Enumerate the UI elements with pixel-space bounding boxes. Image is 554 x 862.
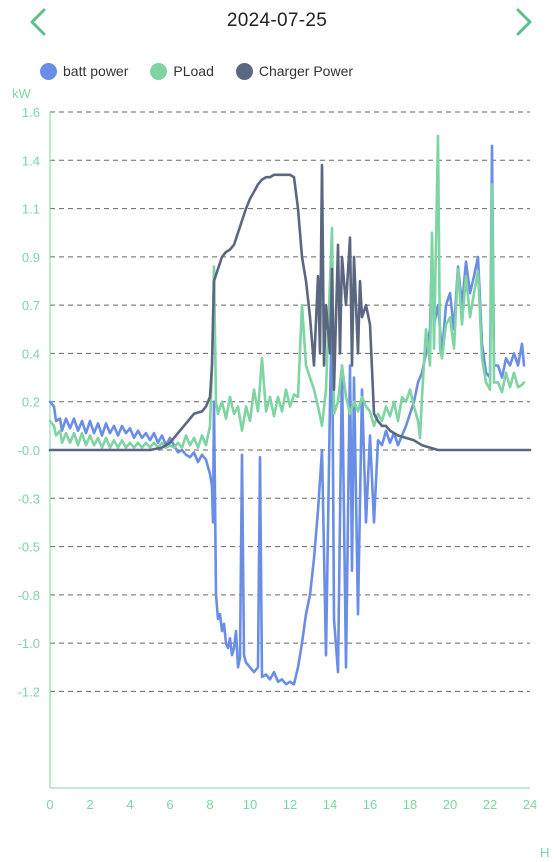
- x-tick-label: 22: [483, 797, 497, 812]
- chevron-left-icon: [30, 8, 46, 36]
- legend-item-charger-power[interactable]: Charger Power: [235, 62, 354, 80]
- legend-label: batt power: [63, 63, 129, 79]
- y-tick-label: -0.0: [18, 443, 40, 458]
- x-tick-label: 14: [323, 797, 337, 812]
- legend-swatch: [235, 62, 253, 80]
- x-tick-label: 18: [403, 797, 417, 812]
- legend-item-pload[interactable]: PLoad: [150, 62, 214, 80]
- x-tick-label: 12: [283, 797, 297, 812]
- legend-swatch: [40, 62, 57, 80]
- prev-day-button[interactable]: [20, 6, 56, 38]
- legend-label: PLoad: [173, 63, 214, 79]
- date-header: 2024-07-25: [0, 0, 554, 46]
- x-tick-label: 0: [46, 797, 53, 812]
- y-tick-label: 1.6: [22, 105, 40, 120]
- x-tick-label: 8: [206, 797, 213, 812]
- series-line-charger-power: [48, 163, 532, 452]
- x-tick-label: 6: [166, 797, 173, 812]
- next-day-button[interactable]: [506, 6, 542, 38]
- series-lines: [48, 134, 532, 686]
- y-tick-label: -1.2: [18, 684, 40, 699]
- x-tick-label: 20: [443, 797, 457, 812]
- x-tick-label: 10: [243, 797, 257, 812]
- y-tick-label: -0.3: [18, 491, 40, 506]
- legend-item-batt-power[interactable]: batt power: [40, 62, 129, 80]
- x-tick-label: 2: [86, 797, 93, 812]
- y-tick-label: -0.5: [18, 540, 40, 555]
- x-tick-label: 16: [363, 797, 377, 812]
- y-tick-label: 1.4: [22, 153, 40, 168]
- chevron-right-icon: [516, 8, 532, 36]
- legend-swatch: [150, 62, 168, 80]
- x-tick-label: 4: [126, 797, 133, 812]
- date-title: 2024-07-25: [226, 10, 328, 31]
- y-tick-label: 0.4: [22, 346, 40, 361]
- y-tick-label: 0.2: [22, 395, 40, 410]
- tick-labels: 1.6 1.4 1.1 0.9 0.7 0.4 0.2 -0.0 -0.3 -0.5 -0.8 -1.…: [12, 86, 549, 860]
- y-tick-label: 0.7: [22, 298, 40, 313]
- x-axis-unit: H: [540, 845, 549, 860]
- series-line-batt-power: [48, 144, 526, 686]
- y-tick-label: -1.0: [18, 636, 40, 651]
- series-line-pload: [48, 134, 526, 449]
- chart-legend: batt power PLoad Charger Power: [40, 60, 375, 82]
- y-axis-unit: kW: [12, 86, 32, 101]
- y-tick-label: -0.8: [18, 588, 40, 603]
- x-tick-label: 24: [523, 797, 537, 812]
- y-tick-label: 0.9: [22, 250, 40, 265]
- legend-label: Charger Power: [258, 63, 354, 79]
- y-tick-label: 1.1: [22, 202, 40, 217]
